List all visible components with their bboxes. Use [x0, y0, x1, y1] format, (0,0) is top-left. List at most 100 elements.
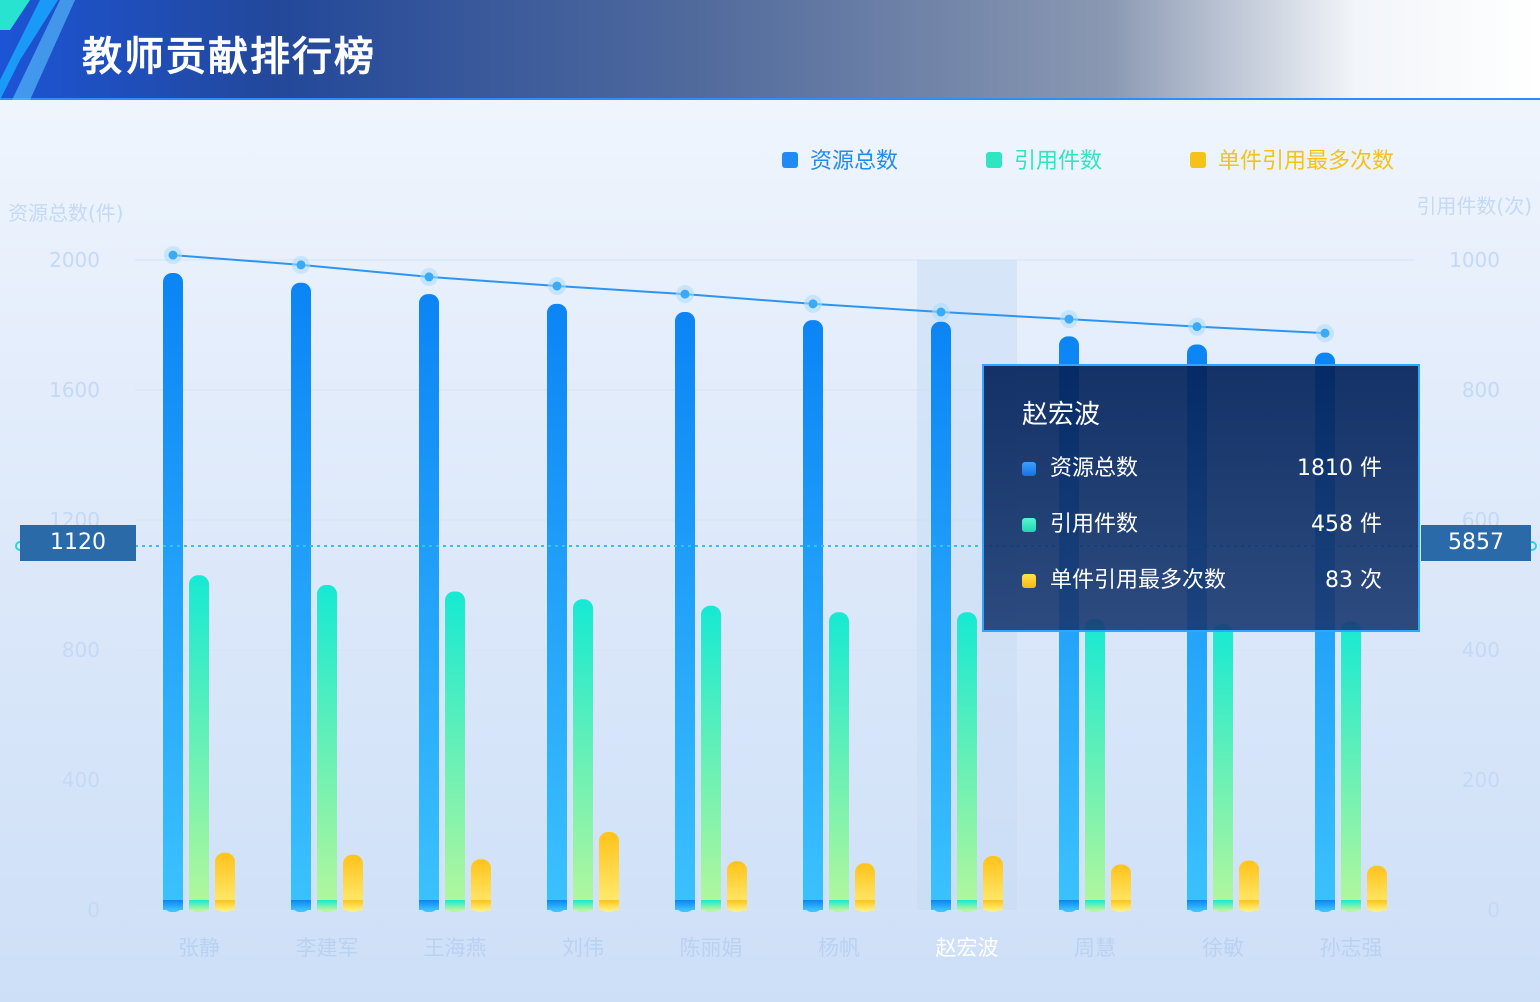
legend-label: 引用件数	[1014, 149, 1102, 174]
bar-max-citations	[215, 852, 235, 912]
bar-resources-base	[675, 900, 695, 910]
left-tick-label: 400	[62, 768, 100, 792]
trend-line	[164, 246, 1334, 343]
legend-swatch	[986, 152, 1002, 168]
data-tooltip: 赵宏波 资源总数 1810 件 引用件数 458 件 单件引用最多次数 83 次	[982, 364, 1420, 632]
bar-resources	[931, 321, 951, 912]
bar-citations	[957, 612, 977, 912]
category-label: 李建军	[296, 936, 359, 960]
bar-citations-base	[317, 900, 337, 910]
bar-max-citations-base	[1111, 900, 1131, 910]
line-point	[808, 299, 818, 309]
bar-resources-base	[1187, 900, 1207, 910]
right-axis-name: 引用件数(次)	[1416, 194, 1532, 218]
bar-citations	[189, 575, 209, 912]
bar-max-citations	[471, 859, 491, 912]
line-point	[1064, 314, 1074, 324]
bar-citations	[1213, 624, 1233, 912]
category-label: 孙志强	[1320, 936, 1383, 960]
category-label: 刘伟	[562, 936, 604, 960]
bar-max-citations-base	[727, 900, 747, 910]
tooltip-label: 单件引用最多次数	[1050, 568, 1227, 593]
bar-citations	[317, 585, 337, 912]
category-label: 徐敏	[1202, 936, 1244, 960]
tooltip-teacher-name: 赵宏波	[1022, 400, 1101, 430]
bar-max-citations-base	[1367, 900, 1387, 910]
left-tick-label: 1600	[49, 378, 100, 402]
line-point	[424, 272, 434, 282]
tooltip-value: 83 次	[1325, 568, 1382, 593]
legend-label: 资源总数	[810, 149, 898, 174]
bar-citations	[701, 605, 721, 912]
bar-citations	[1085, 618, 1105, 912]
bar-resources-base	[803, 900, 823, 910]
bar-citations	[573, 599, 593, 912]
category-label: 张静	[178, 936, 220, 960]
bar-citations-base	[957, 900, 977, 910]
bar-resources-base	[1059, 900, 1079, 910]
bar-citations-base	[701, 900, 721, 910]
left-tick-label: 2000	[49, 248, 100, 272]
bar-resources-base	[547, 900, 567, 910]
right-tick-label: 0	[1487, 898, 1500, 922]
left-axis-name: 资源总数(件)	[8, 201, 124, 225]
bar-max-citations	[983, 856, 1003, 912]
bar-resources-base	[1315, 900, 1335, 910]
line-path	[172, 254, 1326, 335]
tooltip-row-resources: 资源总数 1810 件	[1022, 454, 1382, 484]
bar-resources	[675, 312, 695, 912]
bar-max-citations-base	[599, 900, 619, 910]
chart-bars	[163, 273, 1387, 912]
category-label: 杨帆	[818, 936, 860, 960]
line-point	[1320, 328, 1330, 338]
bar-resources	[803, 320, 823, 912]
chart-legend: 资源总数 引用件数 单件引用最多次数	[782, 149, 1394, 174]
line-point	[1192, 322, 1202, 332]
bar-max-citations-base	[1239, 900, 1259, 910]
page-title: 教师贡献排行榜	[82, 34, 376, 80]
bar-citations-base	[829, 900, 849, 910]
bar-citations	[829, 612, 849, 912]
bar-max-citations-base	[215, 900, 235, 910]
bar-max-citations-base	[855, 900, 875, 910]
bar-resources-base	[419, 900, 439, 910]
tooltip-dot-green	[1022, 518, 1036, 532]
bar-max-citations	[727, 861, 747, 912]
bar-citations-base	[573, 900, 593, 910]
bar-citations	[1341, 621, 1361, 912]
chart-canvas: 资源总数 引用件数 单件引用最多次数 资源总数(件) 引用件数(次)2000 10001…	[8, 149, 1537, 960]
legend-label: 单件引用最多次数	[1218, 149, 1394, 174]
right-tick-label: 800	[1462, 378, 1500, 402]
bar-max-citations	[343, 854, 363, 912]
left-tick-label: 0	[87, 898, 100, 922]
tooltip-dot-yellow	[1022, 574, 1036, 588]
line-point	[680, 289, 690, 299]
line-point	[296, 260, 306, 270]
bar-resources-base	[291, 900, 311, 910]
legend-swatch	[1190, 152, 1206, 168]
line-point	[936, 307, 946, 317]
header-corner-decoration	[0, 0, 75, 100]
bar-resources	[419, 294, 439, 912]
panel-header: 教师贡献排行榜	[0, 0, 1540, 100]
bar-citations-base	[1085, 900, 1105, 910]
axis-pointer-left-value: 1120	[20, 525, 136, 561]
category-label: 赵宏波	[936, 936, 999, 960]
bar-resources	[547, 303, 567, 912]
bar-max-citations	[599, 832, 619, 912]
bar-max-citations-base	[471, 900, 491, 910]
left-tick-label: 800	[62, 638, 100, 662]
bar-resources-base	[163, 900, 183, 910]
bar-citations-base	[1341, 900, 1361, 910]
category-label: 王海燕	[424, 936, 487, 960]
bar-citations	[445, 591, 465, 912]
tooltip-dot-blue	[1022, 462, 1036, 476]
category-label: 陈丽娟	[680, 936, 743, 960]
tooltip-row-max-citations: 单件引用最多次数 83 次	[1022, 566, 1382, 596]
bar-max-citations	[855, 863, 875, 912]
bar-citations-base	[1213, 900, 1233, 910]
category-labels: 张静 李建军 王海燕 刘伟 陈丽娟 杨帆 赵宏波 周慧 徐敏 孙志强	[178, 936, 1383, 960]
right-tick-label: 200	[1462, 768, 1500, 792]
tooltip-label: 引用件数	[1050, 512, 1139, 537]
bar-max-citations-base	[983, 900, 1003, 910]
